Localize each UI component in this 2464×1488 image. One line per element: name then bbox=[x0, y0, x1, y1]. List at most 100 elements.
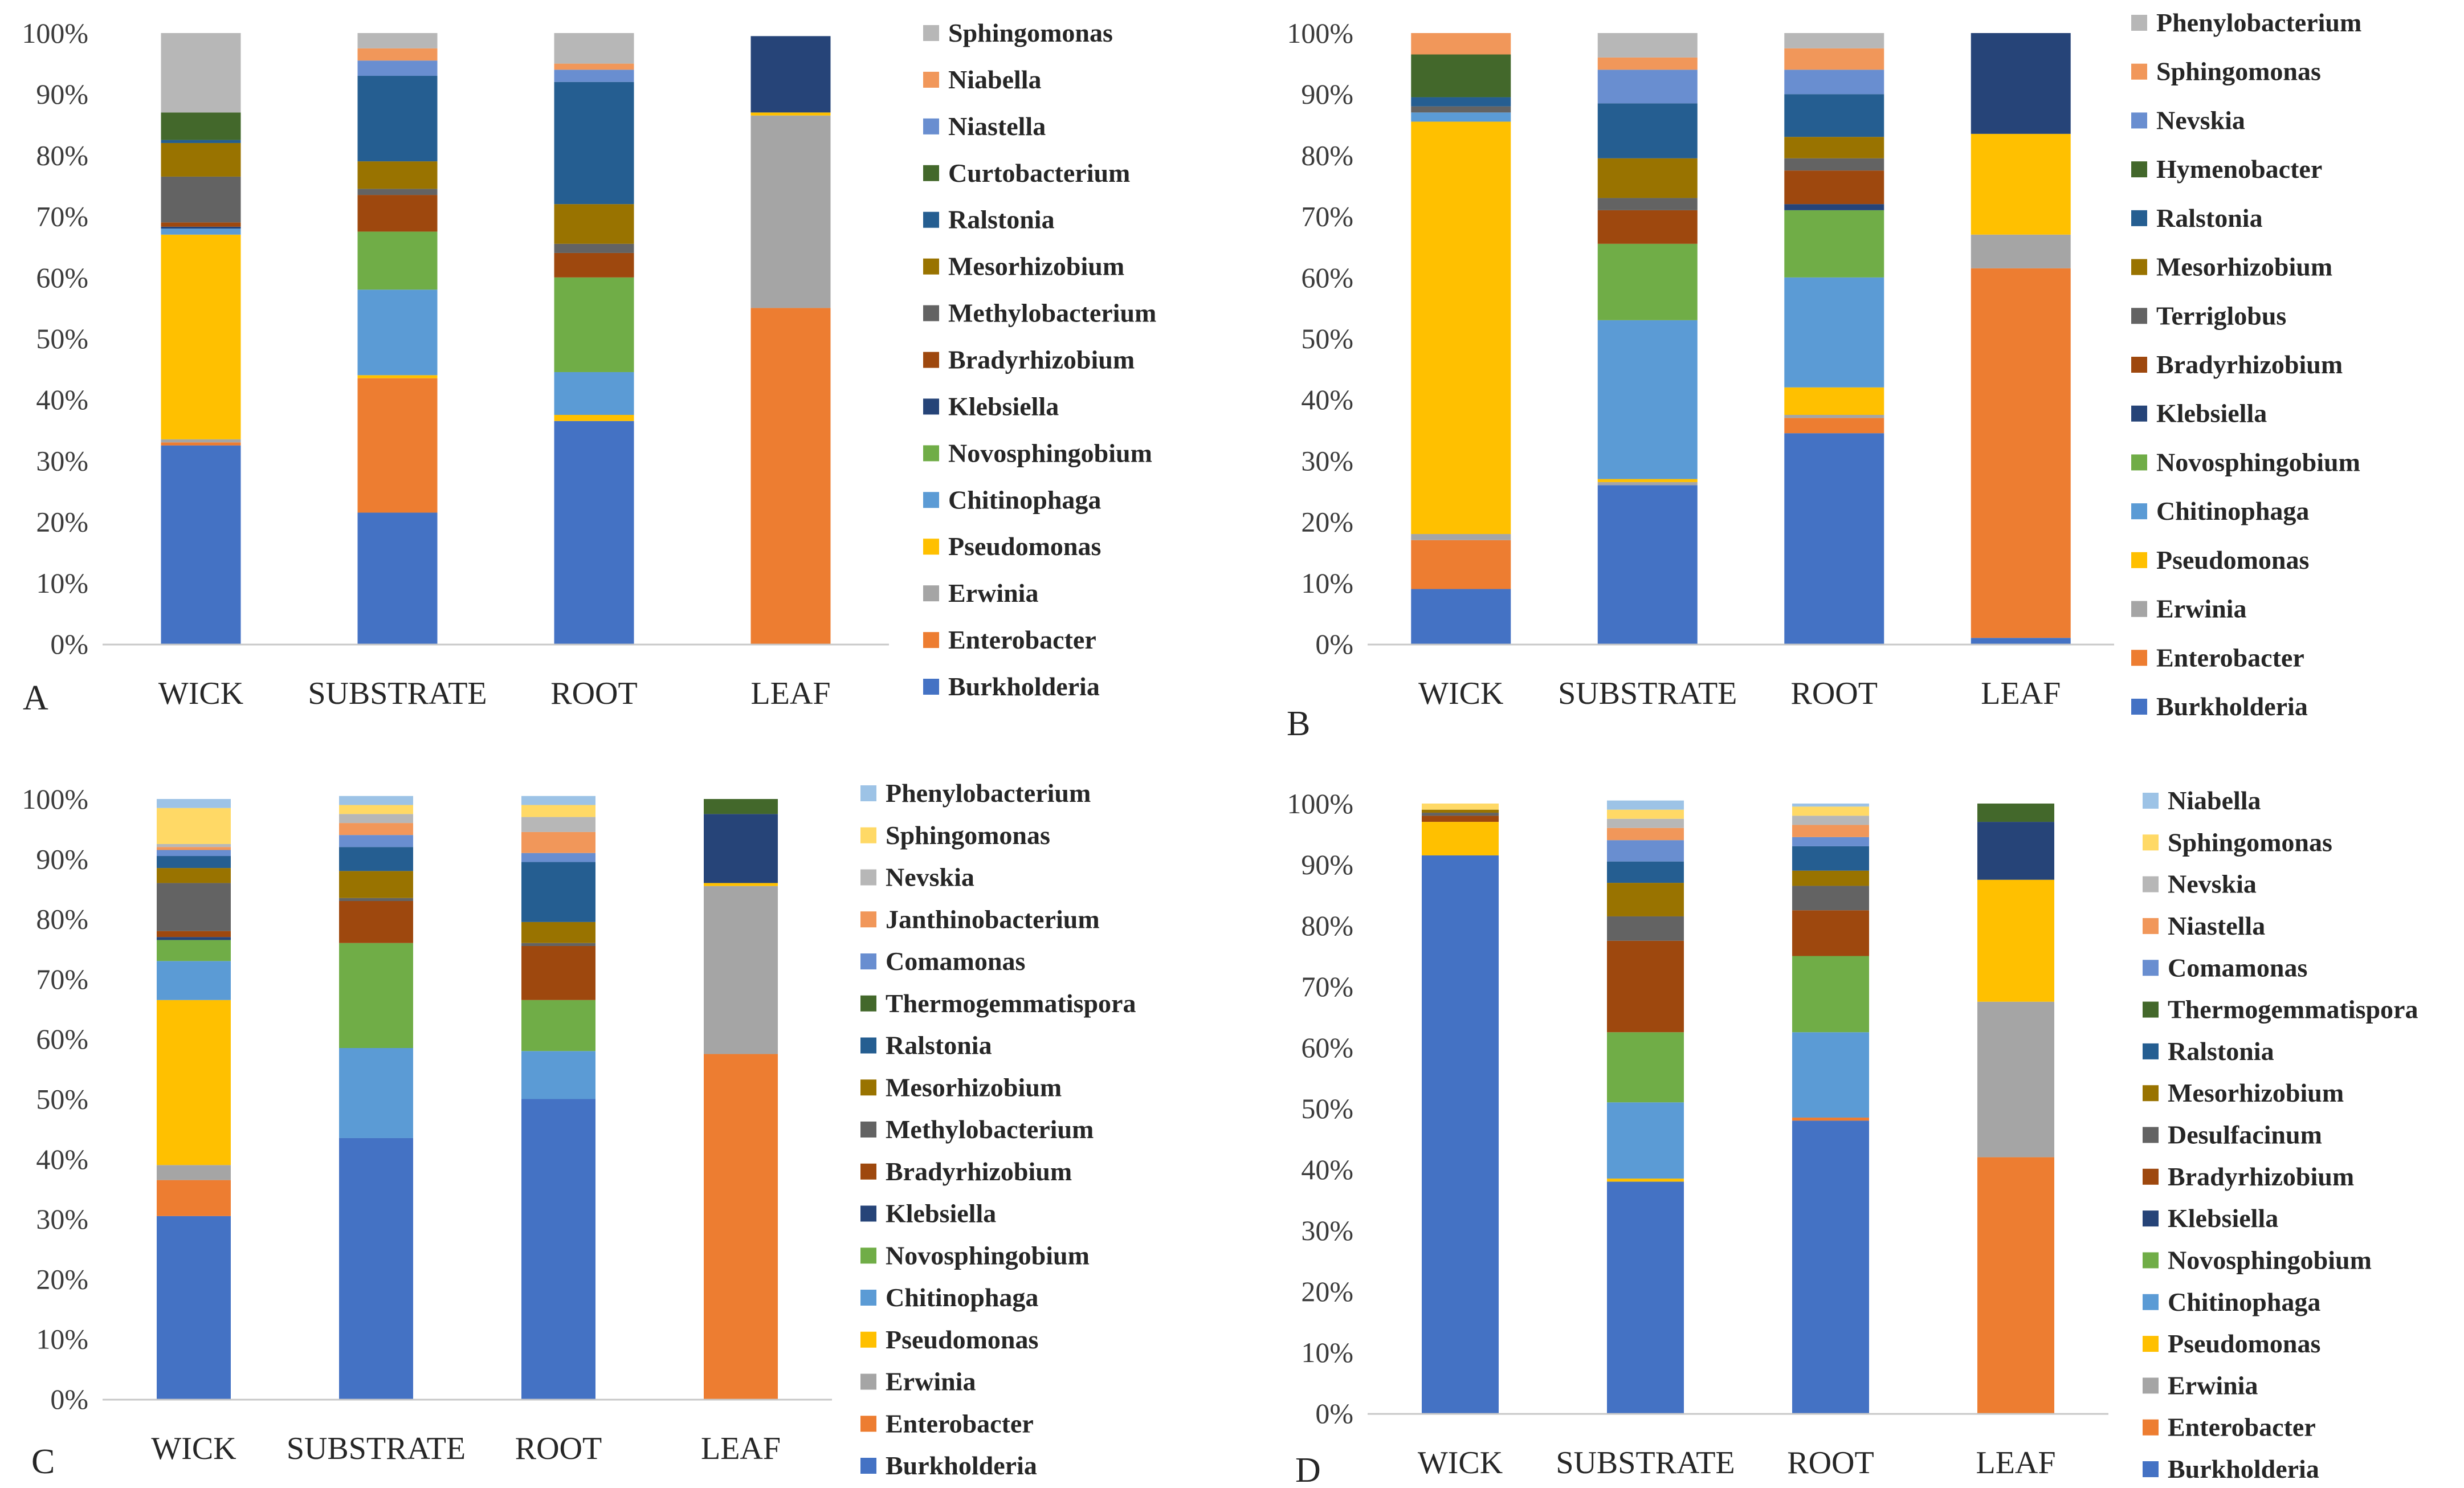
bar-segment-comamonas-root bbox=[521, 853, 595, 862]
legend-label: Burkholderia bbox=[2156, 692, 2308, 721]
legend-label: Enterobacter bbox=[886, 1409, 1034, 1438]
legend-label: Hymenobacter bbox=[2156, 154, 2322, 184]
y-tick-label: 100% bbox=[22, 17, 88, 49]
legend-label: Thermogemmatispora bbox=[886, 989, 1136, 1018]
bar-segment-klebsiella-root bbox=[1784, 204, 1884, 210]
chart-panel-c: 0% 10% 20% 30% 40% 50% 60% 70% 80% 90% 100% WICK SUB… bbox=[22, 778, 1136, 1481]
legend-swatch bbox=[2143, 1252, 2159, 1269]
legend-label: Curtobacterium bbox=[948, 158, 1130, 187]
legend-swatch bbox=[923, 211, 939, 228]
y-tick-label: 70% bbox=[1301, 971, 1353, 1002]
legend-swatch bbox=[2131, 112, 2147, 129]
legend-swatch bbox=[2143, 1127, 2159, 1143]
y-tick-label: 0% bbox=[50, 628, 88, 660]
bar-segment-niabella-substrate bbox=[1607, 800, 1684, 810]
legend-label: Mesorhizobium bbox=[886, 1073, 1062, 1102]
legend-label: Bradyrhizobium bbox=[948, 345, 1135, 374]
bar-segment-ralstonia-substrate bbox=[357, 76, 438, 162]
bar-segment-burkholderia-root bbox=[554, 421, 634, 644]
chart-panel-b: 0% 10% 20% 30% 40% 50% 60% 70% 80% 90% 100% WICK SUB… bbox=[1287, 8, 2361, 743]
bar-segment-niastella-substrate bbox=[1607, 827, 1684, 841]
bar-segment-desulfacinum-root bbox=[1792, 886, 1869, 911]
legend-swatch bbox=[2131, 63, 2147, 80]
legend-swatch bbox=[860, 1373, 876, 1390]
legend-swatch bbox=[2131, 161, 2147, 178]
bar-segment-comamonas-substrate bbox=[1607, 840, 1684, 862]
y-tick-label: 40% bbox=[36, 384, 88, 415]
legend-swatch bbox=[923, 25, 939, 41]
legend-label: Enterobacter bbox=[948, 625, 1096, 654]
bar-segment-erwinia-leaf bbox=[1977, 1001, 2054, 1157]
bar-segment-enterobacter-leaf bbox=[750, 308, 831, 644]
bar-segment-klebsiella-leaf bbox=[1977, 822, 2054, 880]
legend-label: Novosphingobium bbox=[886, 1241, 1090, 1270]
bar-segment-mesorhizobium-wick bbox=[1422, 809, 1499, 813]
legend-swatch bbox=[860, 1037, 876, 1054]
bar-segment-chitinophaga-wick bbox=[157, 961, 231, 1000]
bar-segment-novosphingobium-substrate bbox=[1607, 1032, 1684, 1103]
bar-segment-burkholderia-root bbox=[1784, 433, 1884, 644]
legend-swatch bbox=[860, 869, 876, 886]
bar-segment-methylobacterium-substrate bbox=[357, 189, 438, 195]
legend-label: Comamonas bbox=[2168, 953, 2307, 982]
bar-segment-janthinobacterium-wick bbox=[157, 847, 231, 850]
legend-swatch bbox=[860, 1248, 876, 1264]
bar-segment-chitinophaga-root bbox=[1792, 1032, 1869, 1118]
x-category-label: LEAF bbox=[701, 1431, 781, 1466]
bar-segment-nevskia-root bbox=[521, 817, 595, 832]
legend-label: Thermogemmatispora bbox=[2168, 995, 2418, 1024]
bar-segment-mesorhizobium-root bbox=[554, 204, 634, 244]
y-tick-label: 100% bbox=[1287, 788, 1353, 820]
x-category-label: ROOT bbox=[515, 1431, 602, 1466]
legend-swatch bbox=[2131, 552, 2147, 568]
x-category-label: SUBSTRATE bbox=[308, 676, 487, 711]
y-tick-label: 10% bbox=[36, 1323, 88, 1355]
bar-segment-novosphingobium-substrate bbox=[339, 943, 413, 1048]
bar-segment-sphingomonas-substrate bbox=[1597, 57, 1698, 70]
bar-segment-ralstonia-wick bbox=[161, 140, 241, 143]
bar-segment-sphingomonas-wick bbox=[1422, 804, 1499, 810]
legend-swatch bbox=[2143, 918, 2159, 934]
bar-segment-chitinophaga-root bbox=[554, 372, 634, 415]
legend-swatch bbox=[860, 995, 876, 1012]
bar-segment-burkholderia-substrate bbox=[1607, 1181, 1684, 1413]
bar-segment-erwinia-wick bbox=[157, 1165, 231, 1180]
bar-segment-pseudomonas-substrate bbox=[357, 375, 438, 378]
legend-swatch bbox=[923, 352, 939, 368]
bar-segment-erwinia-root bbox=[1784, 415, 1884, 418]
bar-segment-nevskia-substrate bbox=[339, 814, 413, 824]
bar-segment-novosphingobium-wick bbox=[157, 940, 231, 961]
bar-segment-chitinophaga-wick bbox=[161, 229, 241, 235]
y-tick-label: 70% bbox=[1301, 201, 1353, 233]
bar-segment-enterobacter-leaf bbox=[704, 1054, 778, 1399]
legend-swatch bbox=[2131, 650, 2147, 666]
legend-swatch bbox=[2143, 1419, 2159, 1436]
legend-label: Niastella bbox=[2168, 911, 2265, 940]
bar-segment-sphingomonas-root bbox=[554, 33, 634, 64]
bar-segment-burkholderia-substrate bbox=[357, 512, 438, 644]
legend-swatch bbox=[860, 1416, 876, 1432]
y-tick-label: 0% bbox=[50, 1383, 88, 1415]
legend-swatch bbox=[2143, 1210, 2159, 1227]
y-tick-label: 80% bbox=[1301, 139, 1353, 171]
legend-swatch bbox=[2131, 601, 2147, 617]
bar-segment-enterobacter-wick bbox=[1411, 540, 1511, 589]
legend-label: Comamonas bbox=[886, 947, 1025, 976]
x-category-label: WICK bbox=[1418, 1445, 1503, 1481]
y-tick-label: 90% bbox=[1301, 849, 1353, 880]
legend-label: Phenylobacterium bbox=[886, 778, 1091, 808]
bar-segment-ralstonia-substrate bbox=[1607, 861, 1684, 883]
bar-segment-bradyrhizobium-wick bbox=[157, 931, 231, 937]
bar-segment-burkholderia-root bbox=[1792, 1120, 1869, 1413]
bar-segment-pseudomonas-wick bbox=[1422, 822, 1499, 855]
bar-segment-enterobacter-wick bbox=[157, 1180, 231, 1216]
legend-label: Erwinia bbox=[886, 1367, 976, 1396]
bar-segment-phenylobacterium-substrate bbox=[1597, 33, 1698, 58]
legend-swatch bbox=[2131, 259, 2147, 275]
y-tick-label: 30% bbox=[36, 1203, 88, 1235]
bar-segment-desulfacinum-substrate bbox=[1607, 916, 1684, 941]
x-category-label: ROOT bbox=[1787, 1445, 1874, 1481]
y-tick-label: 50% bbox=[1301, 323, 1353, 354]
legend-label: Ralstonia bbox=[948, 205, 1055, 234]
